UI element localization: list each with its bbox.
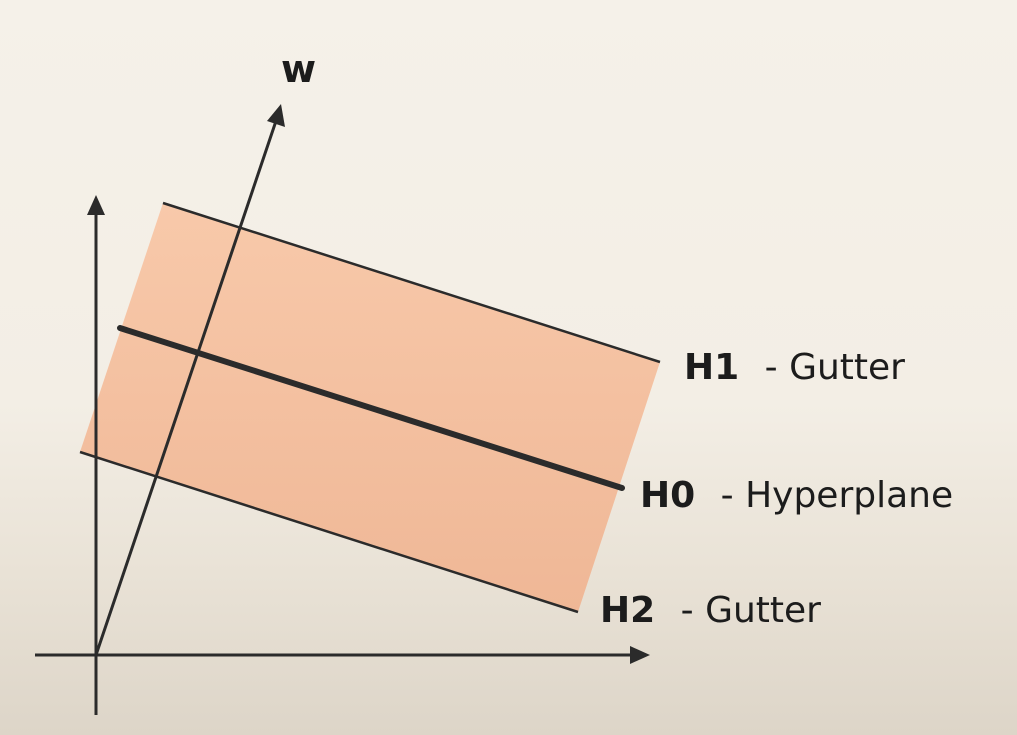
y-axis-arrowhead (87, 195, 105, 215)
h0-label: H0 - Hyperplane (640, 475, 953, 516)
h1-description: - Gutter (765, 347, 906, 388)
h2-code: H2 (600, 590, 655, 631)
h0-description: - Hyperplane (721, 475, 954, 516)
h2-description: - Gutter (681, 590, 822, 631)
x-axis-arrowhead (630, 646, 650, 664)
h0-hyperplane-line (117, 325, 625, 491)
h1-label: H1 - Gutter (684, 347, 905, 388)
h1-code: H1 (684, 347, 739, 388)
w-vector-label: w (281, 47, 316, 91)
w-vector-arrowhead (267, 104, 285, 127)
h0-code: H0 (640, 475, 695, 516)
h2-label: H2 - Gutter (600, 590, 821, 631)
h1-gutter-line (162, 201, 661, 364)
h2-gutter-line (79, 450, 579, 614)
w-vector (94, 117, 279, 656)
